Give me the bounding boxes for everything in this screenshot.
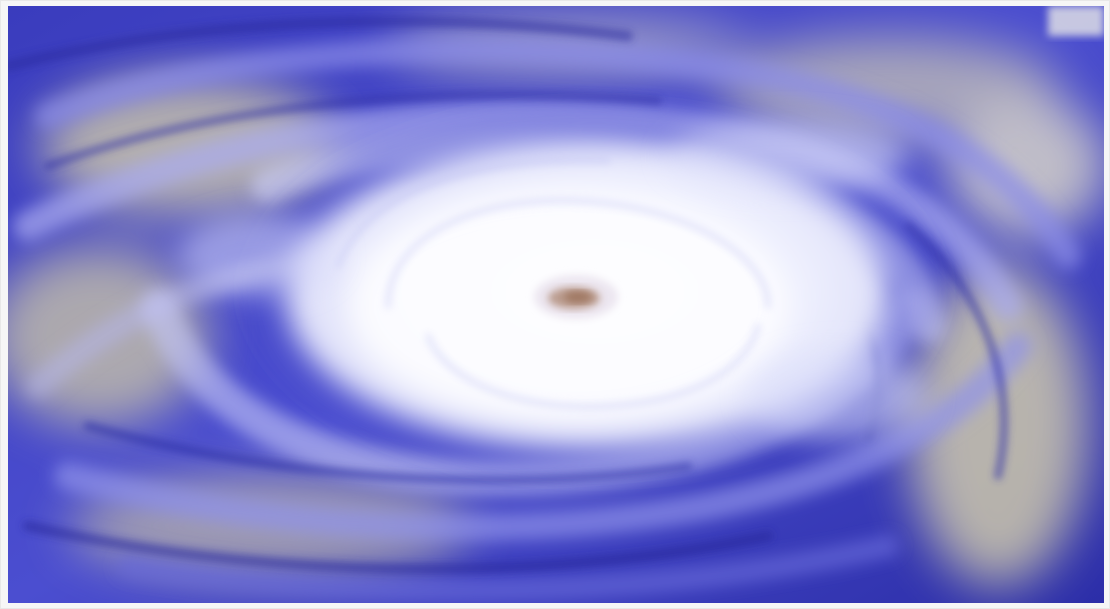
storm-eye [534, 275, 618, 319]
hurricane-photo [8, 6, 1104, 603]
hurricane-illustration [8, 6, 1104, 603]
